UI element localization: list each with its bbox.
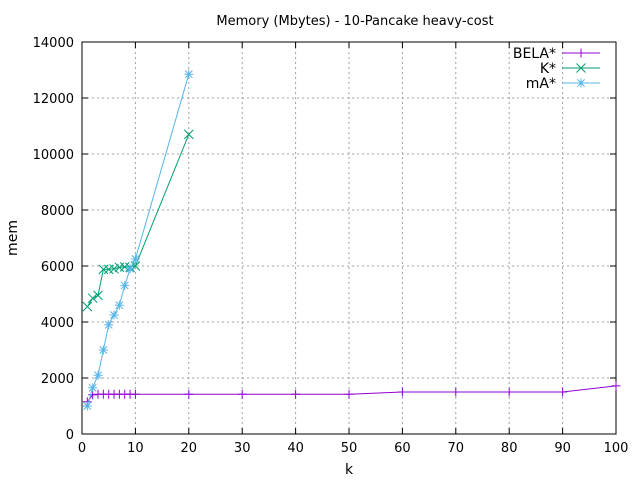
data-point-bela — [344, 389, 354, 399]
x-tick-label: 90 — [554, 441, 571, 456]
y-tick-label: 0 — [66, 428, 74, 443]
series-layer — [82, 69, 621, 411]
data-point-ma — [93, 370, 103, 380]
data-point-ma — [98, 345, 108, 355]
data-point-bela — [558, 387, 568, 397]
x-axis-label: k — [345, 462, 354, 478]
data-point-ma — [120, 281, 130, 291]
x-tick-label: 40 — [287, 441, 304, 456]
data-point-bela — [184, 389, 194, 399]
legend-item-k: K* — [540, 61, 600, 77]
y-tick-label: 2000 — [41, 372, 74, 387]
data-point-bela — [504, 387, 514, 397]
data-point-ma — [82, 401, 92, 411]
data-point-ma — [104, 320, 114, 330]
data-point-k — [109, 263, 119, 274]
x-tick-label: 10 — [127, 441, 144, 456]
y-tick-label: 6000 — [41, 260, 74, 275]
series-k — [82, 129, 194, 312]
x-tick-label: 70 — [448, 441, 465, 456]
y-tick-label: 8000 — [41, 204, 74, 219]
axis-ticks: 0 10 20 30 40 50 60 70 80 90 100 0 2000 4000 6000 8000 1… — [33, 36, 629, 456]
data-point-bela — [291, 389, 301, 399]
chart-title: Memory (Mbytes) - 10-Pancake heavy-cost — [216, 14, 493, 29]
x-tick-label: 100 — [604, 441, 629, 456]
x-tick-label: 0 — [78, 441, 86, 456]
x-tick-label: 60 — [394, 441, 411, 456]
data-point-k — [82, 301, 93, 312]
series-bela — [82, 381, 621, 407]
data-point-k — [183, 129, 194, 140]
legend-item-bela: BELA* — [513, 46, 600, 62]
data-point-k — [93, 290, 103, 301]
grid — [82, 42, 616, 434]
series-ma — [82, 69, 194, 411]
x-tick-label: 30 — [234, 441, 251, 456]
y-tick-label: 4000 — [41, 316, 74, 331]
legend-label: K* — [540, 61, 556, 77]
legend-marker — [576, 63, 586, 73]
data-point-ma — [184, 69, 194, 79]
x-tick-label: 50 — [341, 441, 358, 456]
legend-marker — [576, 78, 586, 88]
legend-marker — [576, 48, 586, 58]
data-point-ma — [88, 383, 98, 393]
data-point-bela — [130, 389, 140, 399]
y-tick-label: 10000 — [33, 148, 74, 163]
data-point-bela — [611, 381, 621, 391]
y-axis-label: mem — [5, 220, 21, 256]
data-point-ma — [130, 254, 140, 264]
series-line-k — [86, 134, 190, 307]
y-tick-label: 14000 — [33, 36, 74, 51]
plot-frame — [81, 41, 617, 435]
y-tick-label: 12000 — [33, 92, 74, 107]
x-tick-label: 20 — [181, 441, 198, 456]
data-point-bela — [237, 389, 247, 399]
data-point-bela — [397, 387, 407, 397]
data-point-ma — [114, 300, 124, 310]
legend-label: BELA* — [513, 46, 556, 62]
data-point-ma — [125, 264, 135, 274]
x-tick-label: 80 — [501, 441, 518, 456]
legend: BELA*K*mA* — [513, 46, 600, 92]
data-point-k — [87, 293, 98, 304]
legend-label: mA* — [526, 76, 556, 92]
legend-item-ma: mA* — [526, 76, 600, 92]
data-point-bela — [451, 387, 461, 397]
series-line-ma — [86, 74, 190, 407]
data-point-ma — [109, 310, 119, 320]
